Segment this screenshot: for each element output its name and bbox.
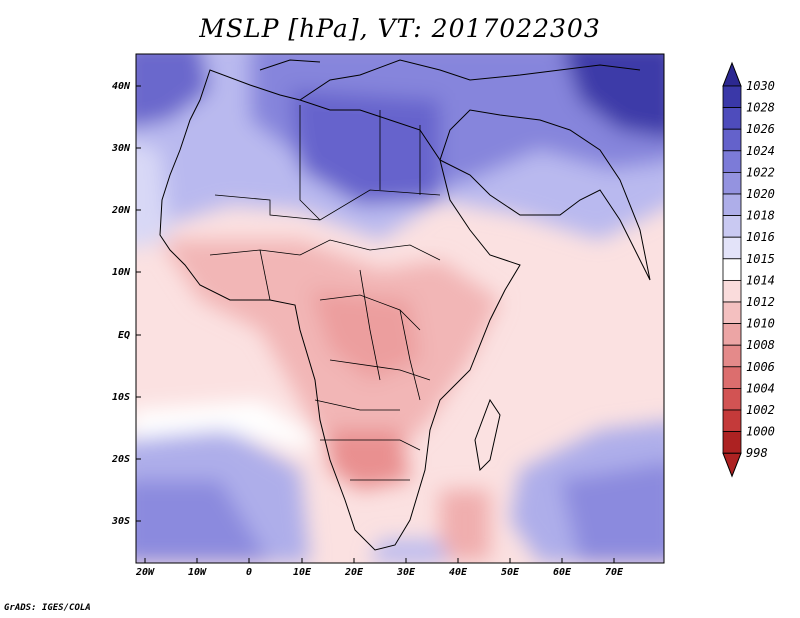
colorbar-swatch bbox=[722, 215, 742, 238]
colorbar-swatch bbox=[722, 344, 742, 368]
colorbar-swatch bbox=[722, 107, 742, 130]
lon-label-0: 0 bbox=[245, 567, 253, 578]
lon-label-10e: 10E bbox=[292, 567, 312, 578]
colorbar-swatch bbox=[722, 279, 742, 303]
colorbar-label: 1010 bbox=[746, 317, 775, 331]
colorbar-swatch bbox=[722, 431, 742, 454]
colorbar-label: 1000 bbox=[746, 425, 775, 439]
lon-label-10w: 10W bbox=[187, 567, 207, 578]
lat-label-30n: 30N bbox=[111, 143, 130, 154]
lon-label-20w: 20W bbox=[135, 567, 155, 578]
colorbar-label: 1014 bbox=[746, 273, 775, 287]
colorbar-label: 1002 bbox=[746, 403, 775, 417]
lat-label-30s: 30S bbox=[111, 516, 130, 527]
colorbar-swatch bbox=[722, 171, 742, 195]
colorbar-label: 1026 bbox=[746, 122, 775, 136]
colorbar-max-arrow bbox=[722, 61, 742, 87]
lat-label-40n: 40N bbox=[111, 81, 130, 92]
colorbar-label: 1004 bbox=[746, 381, 775, 395]
colorbar-swatch bbox=[722, 128, 742, 152]
colorbar-label: 1030 bbox=[746, 79, 775, 93]
colorbar-label: 1015 bbox=[746, 252, 775, 266]
colorbar-swatch bbox=[722, 366, 742, 389]
colorbar-label: 1022 bbox=[746, 165, 775, 179]
colorbar-swatch bbox=[722, 150, 742, 173]
map-title: MSLP [hPa], VT: 2017022303 bbox=[199, 14, 601, 43]
coastlines bbox=[159, 59, 651, 551]
lon-label-50e: 50E bbox=[500, 567, 520, 578]
colorbar-label: 1016 bbox=[746, 230, 775, 244]
lat-label-10s: 10S bbox=[111, 392, 130, 403]
lon-label-40e: 40E bbox=[448, 567, 468, 578]
colorbar-min-arrow bbox=[722, 452, 742, 478]
colorbar-label: 1012 bbox=[746, 295, 775, 309]
colorbar-label: 1020 bbox=[746, 187, 775, 201]
pressure-field bbox=[136, 54, 664, 563]
colorbar: 1030 1028 1026 1024 1022 1020 1018 1016 1015 1014… bbox=[722, 61, 775, 478]
colorbar-swatch bbox=[722, 236, 742, 260]
colorbar-swatch bbox=[722, 409, 742, 433]
colorbar-label: 1024 bbox=[746, 144, 775, 158]
colorbar-swatch bbox=[722, 193, 742, 217]
lon-label-30e: 30E bbox=[396, 567, 416, 578]
colorbar-label: 1008 bbox=[746, 338, 775, 352]
grads-credit: GrADS: IGES/COLA bbox=[4, 603, 91, 613]
lat-label-eq: EQ bbox=[117, 330, 130, 341]
colorbar-swatch bbox=[722, 85, 742, 109]
lon-label-70e: 70E bbox=[604, 567, 624, 578]
colorbar-swatch bbox=[722, 387, 742, 411]
colorbar-label: 1006 bbox=[746, 360, 775, 374]
lat-label-20s: 20S bbox=[111, 454, 130, 465]
lat-label-20n: 20N bbox=[111, 205, 130, 216]
lat-label-10n: 10N bbox=[111, 267, 130, 278]
colorbar-swatch bbox=[722, 258, 742, 281]
lon-label-60e: 60E bbox=[552, 567, 572, 578]
colorbar-label: 1028 bbox=[746, 101, 775, 115]
colorbar-swatch bbox=[722, 323, 742, 346]
lon-label-20e: 20E bbox=[344, 567, 364, 578]
map-frame bbox=[135, 53, 665, 564]
colorbar-label: 1018 bbox=[746, 209, 775, 223]
colorbar-label: 998 bbox=[746, 446, 768, 460]
colorbar-swatch bbox=[722, 301, 742, 325]
